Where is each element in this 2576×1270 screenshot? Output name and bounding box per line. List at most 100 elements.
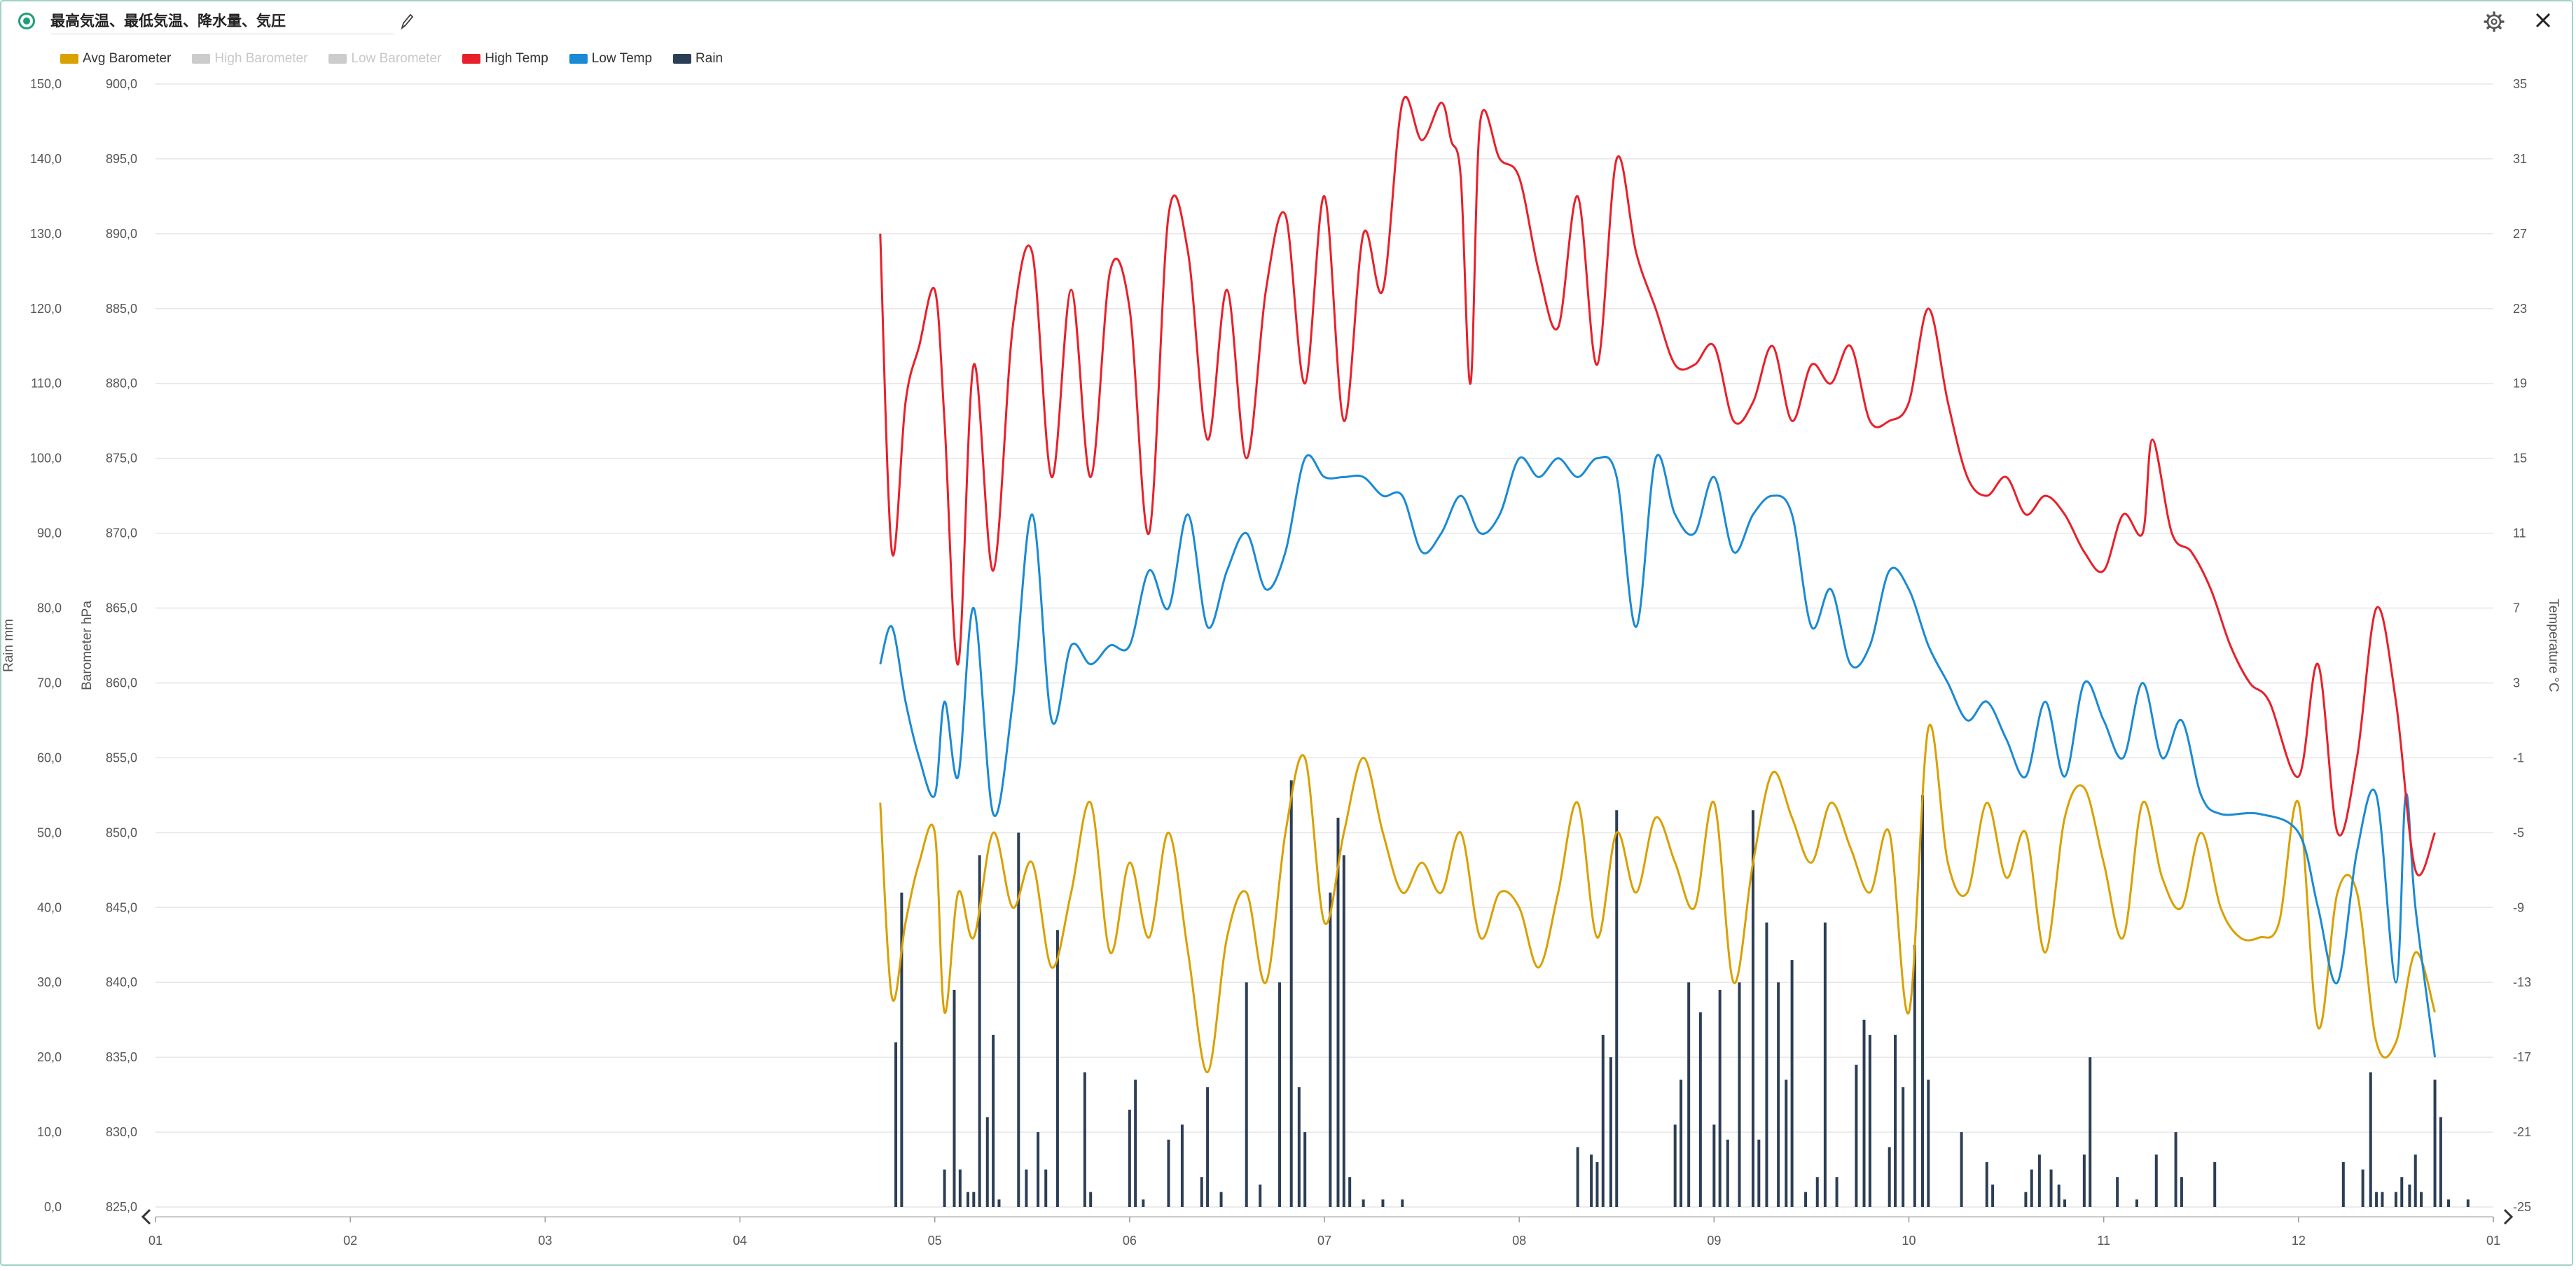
rain-bar[interactable]: [1167, 1139, 1170, 1207]
rain-bar[interactable]: [2135, 1199, 2138, 1207]
rain-bar[interactable]: [1037, 1132, 1040, 1207]
rain-bar[interactable]: [1862, 1019, 1866, 1207]
rain-bar[interactable]: [1342, 855, 1345, 1207]
chart-title[interactable]: 最高気温、最低気温、降水量、気圧: [50, 10, 394, 34]
rain-bar[interactable]: [943, 1169, 946, 1207]
rain-bar[interactable]: [1902, 1087, 1905, 1207]
rain-bar[interactable]: [1590, 1154, 1593, 1207]
rain-bar[interactable]: [2439, 1117, 2442, 1207]
close-icon[interactable]: [2531, 8, 2555, 32]
rain-bar[interactable]: [1698, 1012, 1702, 1207]
rain-bar[interactable]: [1765, 922, 1768, 1207]
rain-bar[interactable]: [1913, 944, 1916, 1207]
legend-item-avg-barometer[interactable]: Avg Barometer: [60, 51, 171, 67]
rain-bar[interactable]: [2369, 1072, 2372, 1207]
rain-bar[interactable]: [1206, 1087, 1210, 1207]
rain-bar[interactable]: [997, 1199, 1001, 1207]
rain-bar[interactable]: [2154, 1154, 2158, 1207]
rain-bar[interactable]: [2037, 1154, 2041, 1207]
rain-bar[interactable]: [1738, 982, 1741, 1207]
rain-bar[interactable]: [1785, 1080, 1788, 1207]
rain-bar[interactable]: [1920, 795, 1924, 1207]
rain-bar[interactable]: [2057, 1184, 2061, 1207]
rain-bar[interactable]: [1751, 810, 1754, 1207]
rain-bar[interactable]: [972, 1192, 976, 1207]
rain-bar[interactable]: [2361, 1169, 2364, 1207]
avg-barometer-line[interactable]: [879, 724, 2436, 1074]
legend-item-rain[interactable]: Rain: [673, 51, 723, 67]
rain-bar[interactable]: [2024, 1192, 2028, 1207]
rain-bar[interactable]: [2116, 1177, 2119, 1207]
rain-bar[interactable]: [1790, 960, 1794, 1207]
rain-bar[interactable]: [1927, 1080, 1930, 1207]
rain-bar[interactable]: [2082, 1154, 2086, 1207]
rain-bar[interactable]: [1348, 1177, 1352, 1207]
rain-bar[interactable]: [1017, 832, 1020, 1207]
rain-bar[interactable]: [2174, 1132, 2177, 1207]
rain-bar[interactable]: [2030, 1169, 2033, 1207]
rain-bar[interactable]: [1142, 1199, 1145, 1207]
rain-bar[interactable]: [1219, 1192, 1223, 1207]
rain-bar[interactable]: [2420, 1192, 2423, 1207]
rain-bar[interactable]: [1025, 1169, 1028, 1207]
rain-bar[interactable]: [1336, 817, 1340, 1207]
rain-bar[interactable]: [1718, 989, 1722, 1207]
rain-bar[interactable]: [2400, 1177, 2404, 1207]
chevron-right-icon[interactable]: [2503, 1208, 2514, 1225]
rain-bar[interactable]: [1180, 1124, 1184, 1207]
rain-bar[interactable]: [1401, 1199, 1404, 1207]
rain-bar[interactable]: [1815, 1177, 1819, 1207]
rain-bar[interactable]: [978, 855, 981, 1207]
rain-bar[interactable]: [1055, 930, 1059, 1207]
rain-bar[interactable]: [1673, 1124, 1677, 1207]
rain-bar[interactable]: [2408, 1184, 2411, 1207]
legend-item-low-barometer[interactable]: Low Barometer: [328, 51, 441, 67]
rain-bar[interactable]: [900, 892, 903, 1207]
status-circle-icon[interactable]: [18, 13, 35, 29]
rain-bar[interactable]: [1888, 1147, 1891, 1207]
rain-bar[interactable]: [2213, 1161, 2217, 1207]
rain-bar[interactable]: [2394, 1192, 2397, 1207]
rain-bar[interactable]: [2180, 1177, 2183, 1207]
rain-bar[interactable]: [2341, 1161, 2345, 1207]
rain-bar[interactable]: [1044, 1169, 1048, 1207]
rain-bar[interactable]: [1128, 1109, 1131, 1207]
rain-bar[interactable]: [1687, 982, 1691, 1207]
rain-bar[interactable]: [1381, 1199, 1385, 1207]
rain-bar[interactable]: [1804, 1192, 1808, 1207]
rain-bar[interactable]: [2447, 1199, 2451, 1207]
rain-bar[interactable]: [1757, 1139, 1761, 1207]
legend-item-high-barometer[interactable]: High Barometer: [192, 51, 307, 67]
rain-bar[interactable]: [2049, 1169, 2053, 1207]
rain-bar[interactable]: [1278, 982, 1282, 1207]
rain-bar[interactable]: [1576, 1147, 1579, 1207]
rain-bar[interactable]: [958, 1169, 962, 1207]
rain-bar[interactable]: [894, 1042, 898, 1207]
rain-bar[interactable]: [1303, 1132, 1307, 1207]
legend-item-low-temp[interactable]: Low Temp: [569, 51, 652, 67]
rain-bar[interactable]: [1835, 1177, 1838, 1207]
rain-bar[interactable]: [1823, 922, 1827, 1207]
rain-bar[interactable]: [1726, 1139, 1729, 1207]
rain-bar[interactable]: [953, 989, 956, 1207]
rain-bar[interactable]: [2466, 1199, 2470, 1207]
rain-bar[interactable]: [1289, 780, 1293, 1207]
rain-bar[interactable]: [985, 1117, 989, 1207]
rain-bar[interactable]: [1200, 1177, 1203, 1207]
rain-bar[interactable]: [966, 1192, 969, 1207]
rain-bar[interactable]: [1777, 982, 1780, 1207]
rain-bar[interactable]: [1362, 1199, 1365, 1207]
rain-bar[interactable]: [1855, 1064, 1858, 1207]
rain-bar[interactable]: [1259, 1184, 1262, 1207]
chevron-left-icon[interactable]: [141, 1208, 151, 1225]
rain-bar[interactable]: [1134, 1080, 1137, 1207]
gear-icon[interactable]: [2482, 10, 2506, 34]
high-temp-line[interactable]: [879, 95, 2436, 877]
rain-bar[interactable]: [1595, 1161, 1599, 1207]
rain-bar[interactable]: [2063, 1199, 2067, 1207]
rain-bar[interactable]: [1609, 1057, 1612, 1207]
rain-bar[interactable]: [2433, 1080, 2437, 1207]
rain-bar[interactable]: [1297, 1087, 1301, 1207]
rain-bar[interactable]: [1985, 1161, 1988, 1207]
